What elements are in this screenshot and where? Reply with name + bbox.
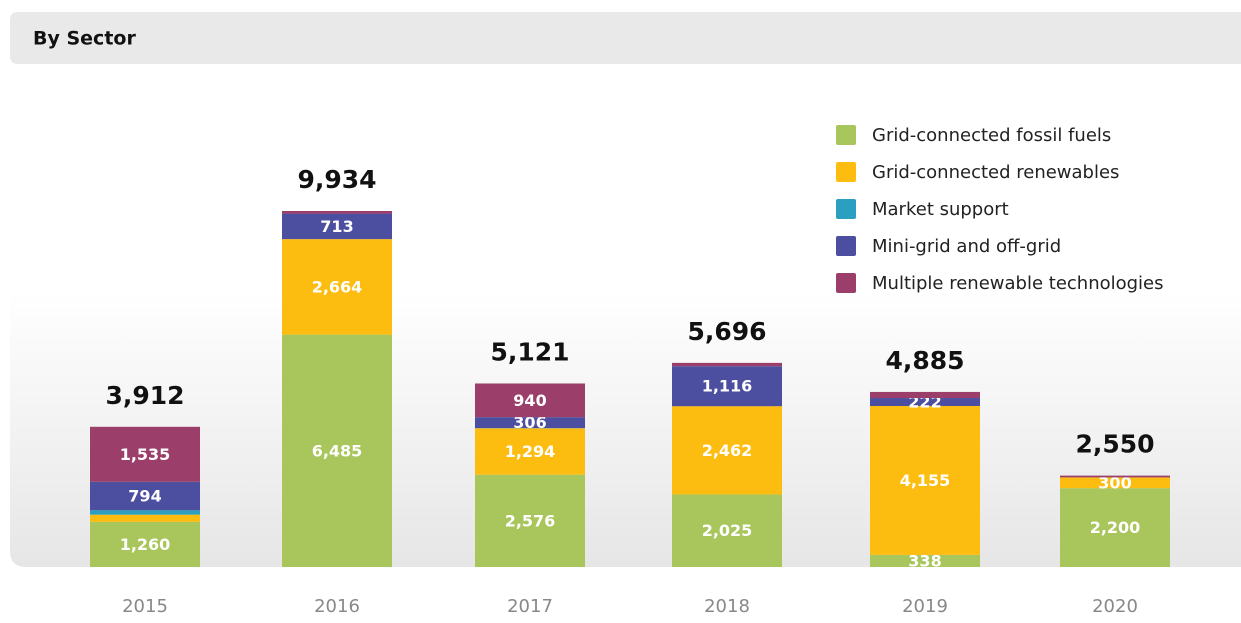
total-label: 5,121 xyxy=(490,337,569,366)
legend-swatch xyxy=(836,162,856,182)
total-label: 4,885 xyxy=(885,346,964,375)
data-label: 2,664 xyxy=(312,277,363,296)
data-label: 2,462 xyxy=(702,441,753,460)
x-tick-label: 2018 xyxy=(704,596,750,617)
legend-swatch xyxy=(836,199,856,219)
data-label: 1,294 xyxy=(505,442,556,461)
data-label: 713 xyxy=(320,217,353,236)
data-label: 6,485 xyxy=(312,441,363,460)
legend-swatch xyxy=(836,236,856,256)
data-label: 2,025 xyxy=(702,521,753,540)
total-label: 2,550 xyxy=(1075,430,1154,459)
x-tick-label: 2020 xyxy=(1092,596,1138,617)
x-tick-label: 2017 xyxy=(507,596,553,617)
header-title: By Sector xyxy=(33,28,136,50)
total-label: 9,934 xyxy=(297,165,376,194)
bar-segment xyxy=(870,392,980,398)
data-label: 4,155 xyxy=(900,471,951,490)
total-label: 5,696 xyxy=(687,317,766,346)
data-label: 1,260 xyxy=(120,535,171,554)
legend-label: Market support xyxy=(872,199,1009,220)
bar-segment xyxy=(1060,476,1170,478)
data-label: 1,535 xyxy=(120,445,171,464)
bar-segment xyxy=(672,363,782,366)
x-tick-label: 2019 xyxy=(902,596,948,617)
header-bar xyxy=(10,12,1241,64)
data-label: 2,576 xyxy=(505,511,556,530)
legend-swatch xyxy=(836,125,856,145)
legend-label: Grid-connected fossil fuels xyxy=(872,125,1111,146)
data-label: 794 xyxy=(128,487,161,506)
data-label: 940 xyxy=(513,391,546,410)
data-label: 1,116 xyxy=(702,377,753,396)
bar-segment xyxy=(90,515,200,522)
bar-segment xyxy=(282,211,392,214)
legend-label: Multiple renewable technologies xyxy=(872,273,1164,294)
x-tick-label: 2015 xyxy=(122,596,168,617)
legend-swatch xyxy=(836,273,856,293)
x-tick-label: 2016 xyxy=(314,596,360,617)
data-label: 2,200 xyxy=(1090,518,1141,537)
legend-label: Grid-connected renewables xyxy=(872,162,1119,183)
total-label: 3,912 xyxy=(105,381,184,410)
bar-segment xyxy=(90,510,200,514)
legend-label: Mini-grid and off-grid xyxy=(872,236,1061,257)
